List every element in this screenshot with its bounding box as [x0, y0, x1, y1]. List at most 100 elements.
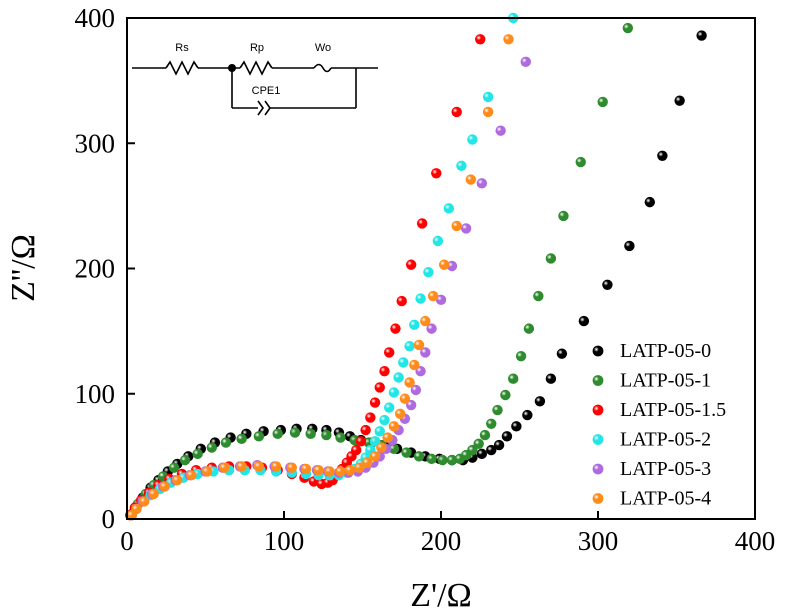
data-point: [405, 259, 417, 270]
data-points: [124, 12, 707, 521]
data-point: [369, 397, 381, 408]
legend-label: LATP-05-1: [620, 370, 711, 392]
data-point: [355, 436, 367, 447]
data-point: [523, 323, 535, 334]
data-point: [365, 412, 376, 423]
data-point: [545, 253, 557, 264]
data-point: [674, 95, 685, 106]
data-point: [426, 453, 437, 465]
data-point: [383, 347, 395, 358]
data-point: [374, 426, 385, 437]
data-point: [139, 496, 150, 507]
y-tick-label: 200: [75, 254, 116, 284]
data-point: [492, 404, 503, 416]
data-point: [313, 464, 324, 476]
y-tick-label: 0: [102, 504, 116, 534]
inset-label-rp: Rp: [250, 42, 264, 54]
axis-ticks: 0 100 200 300 400 0 100 200 300 400: [75, 3, 776, 556]
inset-label-rs: Rs: [175, 42, 189, 54]
data-point: [131, 503, 142, 515]
data-point: [556, 348, 568, 359]
data-point: [351, 444, 362, 456]
data-point: [520, 56, 531, 68]
data-point: [493, 439, 505, 451]
data-point: [324, 466, 335, 477]
legend-marker: [592, 434, 604, 445]
data-point: [272, 428, 283, 440]
warburg-wo-symbol: [313, 63, 332, 73]
data-point: [321, 429, 332, 441]
data-point: [186, 469, 197, 481]
x-axis-title: Z'/Ω: [410, 577, 472, 614]
legend-marker: [592, 404, 604, 416]
y-tick-label: 300: [75, 128, 116, 158]
data-point: [443, 203, 455, 214]
data-point: [219, 462, 230, 473]
data-point: [644, 196, 656, 208]
data-point: [382, 432, 393, 443]
x-tick-label: 100: [264, 526, 305, 556]
data-point: [465, 174, 477, 185]
data-point: [558, 210, 569, 222]
data-point: [426, 323, 437, 334]
data-point: [192, 448, 203, 460]
data-point: [431, 168, 442, 179]
data-point: [399, 393, 411, 404]
data-point: [432, 235, 444, 247]
data-point: [500, 389, 511, 401]
data-point: [508, 373, 519, 384]
data-point: [159, 481, 170, 492]
data-point: [423, 267, 434, 278]
data-point: [201, 466, 213, 477]
data-point: [486, 418, 497, 430]
data-point: [362, 457, 373, 468]
data-point: [379, 366, 390, 377]
data-point: [578, 315, 590, 327]
data-point: [253, 461, 265, 472]
data-point: [446, 454, 458, 466]
resistor-rs-symbol: [165, 60, 199, 76]
resistor-rp-symbol: [239, 60, 273, 76]
data-point: [398, 357, 409, 368]
data-point: [451, 106, 462, 118]
data-point: [533, 290, 544, 302]
data-point: [482, 91, 494, 103]
x-tick-label: 300: [578, 526, 619, 556]
legend-marker: [592, 493, 604, 504]
data-point: [624, 240, 635, 252]
data-point: [335, 466, 346, 477]
data-point: [438, 259, 450, 270]
data-point: [410, 384, 422, 396]
data-point: [456, 160, 467, 171]
data-point: [388, 387, 400, 398]
data-point: [482, 106, 494, 118]
data-point: [511, 421, 522, 432]
data-point: [476, 448, 488, 460]
data-point: [344, 464, 356, 476]
legend-label: LATP-05-3: [620, 458, 711, 480]
data-point: [427, 290, 439, 302]
data-point: [404, 340, 415, 352]
data-point: [396, 295, 407, 307]
data-point: [270, 461, 282, 472]
data-point: [289, 427, 301, 438]
legend-label: LATP-05-0: [620, 340, 711, 362]
data-point: [437, 454, 448, 466]
data-point: [575, 156, 586, 168]
y-tick-label: 400: [75, 3, 116, 33]
y-tick-label: 100: [75, 379, 116, 409]
data-point: [495, 125, 506, 136]
circuit-node-icon: [228, 64, 236, 72]
data-point: [404, 377, 415, 388]
data-point: [420, 315, 431, 327]
data-point: [172, 474, 183, 486]
data-point: [179, 454, 191, 466]
data-point: [376, 442, 387, 453]
data-point: [388, 421, 400, 432]
data-point: [148, 488, 159, 500]
data-point: [446, 260, 458, 272]
data-point: [475, 34, 486, 45]
data-point: [393, 372, 404, 383]
data-point: [622, 22, 634, 34]
